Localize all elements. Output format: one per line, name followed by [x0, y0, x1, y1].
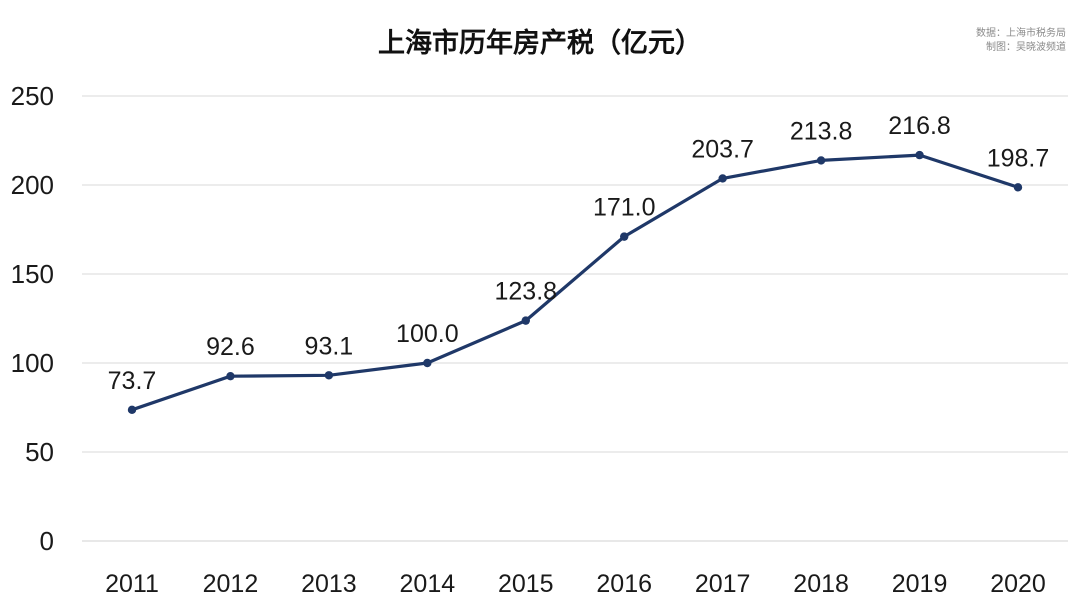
- data-labels: 73.7 92.6 93.1 100.0 123.8 171.0 203.7 213.8 216…: [108, 112, 1050, 395]
- y-tick-label: 250: [11, 81, 54, 111]
- x-tick-label: 2018: [793, 570, 849, 598]
- data-point: [521, 316, 530, 325]
- y-tick-label: 100: [11, 348, 54, 378]
- data-point: [718, 174, 727, 183]
- x-tick-label: 2014: [400, 570, 456, 598]
- y-tick-label: 0: [40, 526, 54, 556]
- x-tick-label: 2013: [301, 570, 357, 598]
- x-axis-ticks: 2011 2012 2013 2014 2015 2016 2017 2018 2019 2020: [105, 570, 1046, 598]
- y-tick-label: 200: [11, 170, 54, 200]
- data-label: 171.0: [593, 194, 656, 222]
- data-point: [226, 371, 235, 381]
- data-point: [324, 371, 334, 380]
- data-point: [816, 156, 826, 165]
- data-point: [1013, 183, 1023, 192]
- x-tick-label: 2020: [990, 570, 1046, 598]
- y-axis-ticks: 0 50 100 150 200 250: [11, 81, 54, 556]
- data-point: [423, 358, 432, 368]
- data-label: 92.6: [206, 333, 255, 361]
- x-tick-label: 2011: [105, 570, 159, 598]
- x-tick-label: 2015: [498, 570, 554, 598]
- data-point: [915, 150, 924, 160]
- x-tick-label: 2012: [203, 570, 259, 598]
- y-tick-label: 150: [11, 259, 54, 289]
- chart-title: 上海市历年房产税（亿元）: [378, 27, 702, 59]
- gridlines: [82, 95, 1068, 542]
- data-label: 73.7: [108, 367, 157, 395]
- series-layer: [127, 150, 1023, 415]
- source-note-data: 数据：上海市税务局: [976, 26, 1066, 39]
- source-note-credit: 制图：吴晓波频道: [986, 40, 1066, 53]
- data-label: 213.8: [790, 117, 853, 145]
- series-line: [130, 153, 1020, 412]
- data-label: 198.7: [987, 144, 1050, 172]
- data-label: 93.1: [305, 332, 354, 360]
- data-label: 100.0: [396, 320, 459, 348]
- data-label: 123.8: [494, 278, 557, 306]
- data-label: 216.8: [888, 112, 951, 140]
- x-tick-label: 2019: [892, 570, 948, 598]
- data-label: 203.7: [691, 135, 754, 163]
- data-point: [620, 232, 629, 241]
- x-tick-label: 2016: [596, 570, 652, 598]
- data-point: [127, 405, 137, 415]
- y-tick-label: 50: [25, 437, 54, 467]
- x-tick-label: 2017: [695, 570, 751, 598]
